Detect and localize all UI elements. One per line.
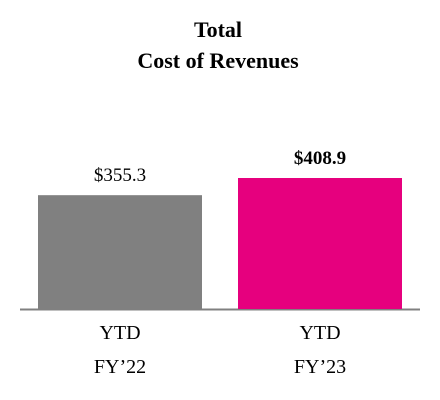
x-tick-label: YTD FY’23 — [293, 322, 347, 378]
x-tick-label: YTD FY’22 — [93, 322, 147, 378]
value-label: $408.9 — [293, 148, 347, 169]
value-label: $355.3 — [93, 165, 147, 187]
chart-title: Total Cost of Revenues — [137, 17, 299, 73]
bar — [38, 195, 202, 309]
bar — [238, 178, 402, 309]
